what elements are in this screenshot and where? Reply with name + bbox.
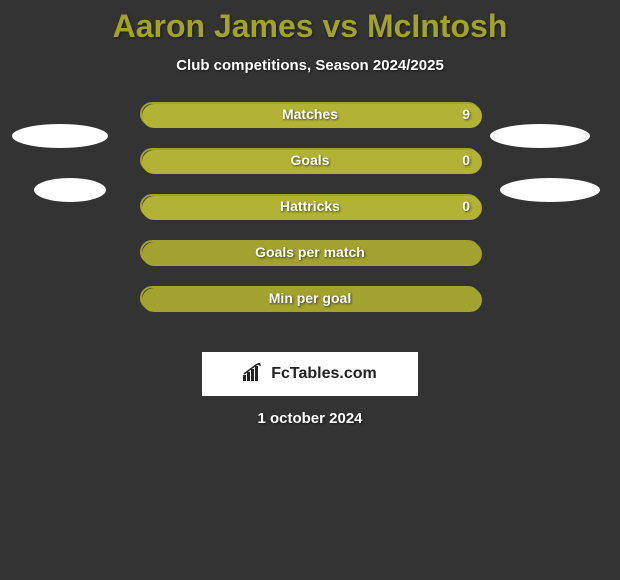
bar-fill (142, 104, 482, 128)
stat-row: Hattricks0 (0, 194, 620, 240)
logo-box: FcTables.com (202, 352, 418, 396)
decorative-ellipse (12, 124, 108, 148)
decorative-ellipse (490, 124, 590, 148)
date-text: 1 october 2024 (0, 410, 620, 427)
decorative-ellipse (500, 178, 600, 202)
bar-outline (140, 148, 480, 172)
chart-icon (243, 363, 265, 386)
bar-outline (140, 240, 480, 264)
page-title: Aaron James vs McIntosh (0, 0, 620, 45)
bar-outline (140, 194, 480, 218)
stat-row: Goals per match (0, 240, 620, 286)
bar-value: 0 (462, 194, 470, 218)
bar-outline (140, 102, 480, 126)
bar-value: 0 (462, 148, 470, 172)
decorative-ellipse (34, 178, 106, 202)
bar-fill (142, 288, 482, 312)
bar-fill (142, 242, 482, 266)
bar-outline (140, 286, 480, 310)
stat-row: Min per goal (0, 286, 620, 332)
bar-fill (142, 150, 482, 174)
logo-text: FcTables.com (271, 365, 377, 383)
page-subtitle: Club competitions, Season 2024/2025 (0, 57, 620, 74)
bar-value: 9 (462, 102, 470, 126)
bar-fill (142, 196, 482, 220)
